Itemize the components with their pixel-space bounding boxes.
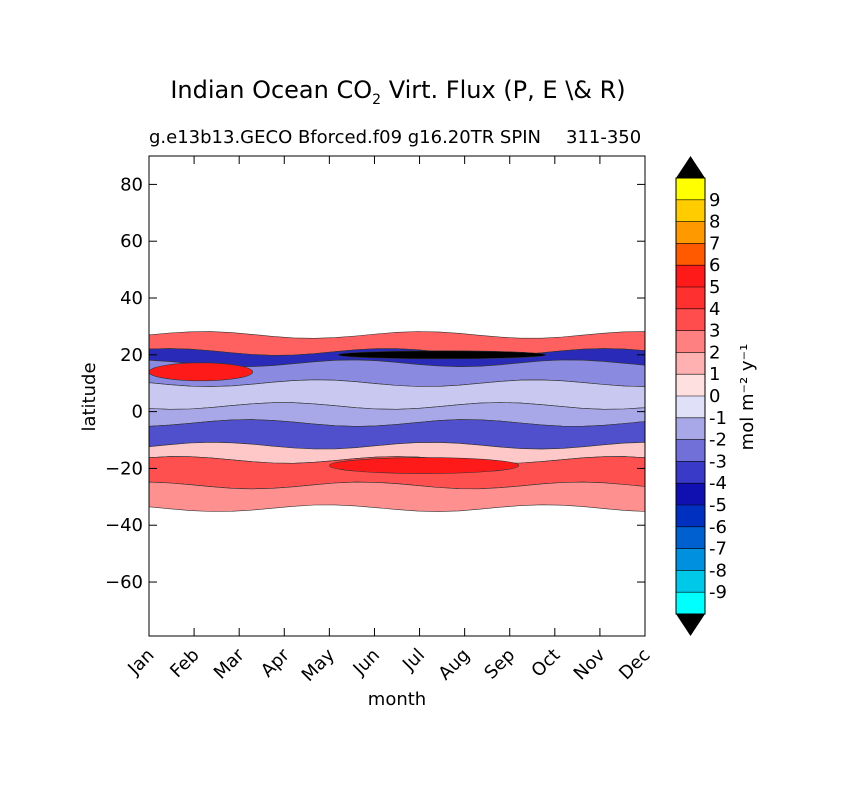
y-axis: 80 60 40 20 0 −20 −40 −60	[105, 174, 645, 593]
colorbar-swatch	[676, 396, 705, 419]
colorbar-tick-label: 4	[709, 299, 720, 320]
colorbar-swatch	[676, 505, 705, 528]
y-tick-label: −60	[105, 572, 143, 593]
colorbar-swatch	[676, 548, 705, 571]
colorbar-swatch	[676, 374, 705, 397]
colorbar-extend-bottom	[676, 614, 705, 636]
colorbar-swatch	[676, 287, 705, 310]
colorbar-swatch	[676, 592, 705, 615]
colorbar-tick-label: -5	[709, 495, 727, 516]
x-tick-label: May	[298, 644, 339, 685]
red-max-jul	[329, 457, 520, 474]
colorbar-tick-label: -4	[709, 473, 727, 494]
y-tick-label: −20	[105, 458, 143, 479]
colorbar-swatch	[676, 526, 705, 550]
colorbar-tick-label: 0	[709, 386, 720, 407]
chart-title: Indian Ocean CO2 Virt. Flux (P, E \& R)	[170, 76, 626, 108]
colorbar-tick-label: -3	[709, 451, 727, 472]
colorbar-tick-label: 3	[709, 321, 720, 342]
colorbar-swatch	[676, 483, 705, 506]
x-tick-label: Apr	[257, 644, 294, 681]
colorbar-swatch	[676, 308, 705, 332]
colorbar-swatch	[676, 243, 705, 266]
contour-field	[149, 331, 645, 512]
colorbar-tick-label: -8	[709, 560, 727, 581]
colorbar-swatch	[676, 352, 705, 375]
y-tick-label: 20	[120, 345, 143, 366]
colorbar-tick-label: -2	[709, 430, 727, 451]
colorbar-swatch	[676, 221, 705, 244]
colorbar-tick-label: -1	[709, 408, 727, 429]
x-axis-label: month	[368, 689, 426, 710]
colorbar-tick-label: 6	[709, 255, 720, 276]
x-tick-label: Dec	[615, 645, 654, 684]
x-tick-label: Jul	[398, 645, 429, 676]
x-tick-label: Feb	[166, 645, 203, 682]
y-tick-label: 80	[120, 174, 143, 195]
plot-frame	[148, 155, 646, 637]
colorbar-extend-top	[676, 156, 705, 178]
colorbar-swatch	[676, 265, 705, 288]
x-tick-label: Sep	[480, 645, 519, 684]
colorbar-tick-label: -7	[709, 539, 727, 560]
x-tick-label: Oct	[527, 645, 564, 682]
y-tick-label: 0	[132, 402, 143, 423]
x-tick-label: Mar	[210, 644, 249, 683]
colorbar-swatch	[676, 178, 705, 201]
colorbar-tick-label: 1	[709, 364, 720, 385]
colorbar-swatch	[676, 570, 705, 593]
x-tick-label: Aug	[434, 645, 474, 685]
chart-subtitle-right: 311-350	[566, 127, 642, 148]
colorbar-tick-label: 9	[709, 190, 720, 211]
y-tick-label: −40	[105, 515, 143, 536]
colorbar-tick-label: -9	[709, 582, 727, 603]
chart-subtitle: g.e13b13.GECO Bforced.f09 g16.20TR SPIN	[149, 127, 541, 148]
colorbar-label: mol m⁻² y⁻¹	[737, 344, 758, 451]
colorbar-tick-label: 7	[709, 233, 720, 254]
colorbar-swatch	[676, 199, 705, 223]
colorbar-tick-label: -6	[709, 517, 727, 538]
y-tick-label: 60	[120, 231, 143, 252]
y-tick-label: 40	[120, 288, 143, 309]
x-tick-label: Nov	[570, 644, 610, 684]
contour-band	[149, 481, 645, 512]
red-northwest	[149, 362, 253, 382]
colorbar-swatch	[676, 461, 705, 484]
colorbar-tick-label: 5	[709, 277, 720, 298]
colorbar-tick-label: 2	[709, 342, 720, 363]
colorbar-swatch	[676, 417, 705, 441]
colorbar-swatch	[676, 439, 705, 462]
x-tick-label: Jun	[349, 645, 384, 680]
black-core-jul	[338, 350, 547, 360]
y-axis-label: latitude	[79, 362, 100, 431]
colorbar-swatch	[676, 330, 705, 353]
x-tick-label: Jan	[123, 645, 158, 680]
colorbar-tick-label: 8	[709, 212, 720, 233]
